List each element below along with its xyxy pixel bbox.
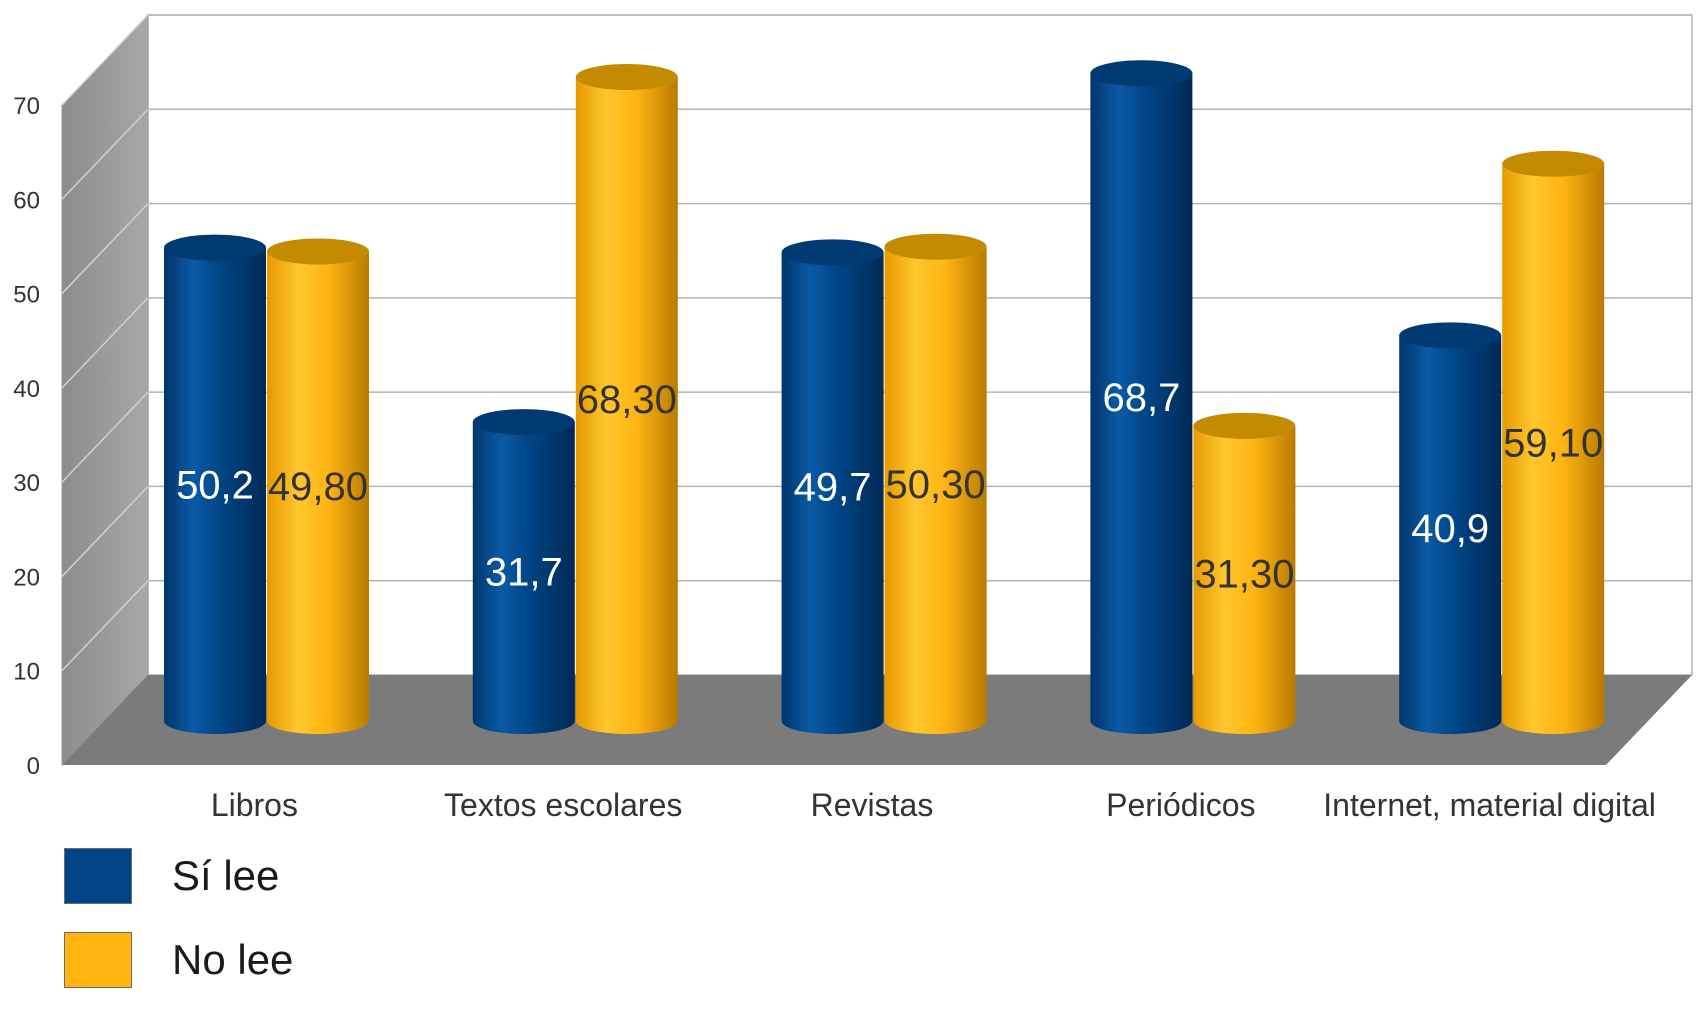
x-tick-label: Textos escolares xyxy=(444,787,682,823)
y-tick-label: 60 xyxy=(13,187,40,214)
bar-body xyxy=(1399,335,1502,734)
data-label: 50,2 xyxy=(176,463,254,507)
bar-body xyxy=(1193,425,1296,734)
data-label: 49,80 xyxy=(268,465,368,509)
data-label: 50,30 xyxy=(886,463,986,507)
bar-si-lee xyxy=(472,409,575,734)
bar-no-lee xyxy=(1502,150,1605,734)
bar-si-lee xyxy=(781,239,884,734)
data-label: 49,7 xyxy=(794,466,872,510)
bar-body xyxy=(884,246,987,734)
bar-no-lee xyxy=(884,233,987,734)
gridline-side xyxy=(61,203,149,295)
bar-top xyxy=(781,239,884,266)
bar-chart: 0 10 20 30 40 50 60 70 Libros Textos escolares Re… xyxy=(13,13,1693,823)
bar-top xyxy=(884,233,987,260)
bar-body xyxy=(1090,73,1193,734)
x-tick-label: Libros xyxy=(211,787,298,823)
bar-body xyxy=(267,251,369,734)
y-tick-label: 50 xyxy=(13,282,40,309)
data-label: 31,7 xyxy=(485,551,563,595)
y-tick-label: 70 xyxy=(13,93,40,120)
bar-top xyxy=(1090,60,1193,87)
bar-top xyxy=(1502,150,1605,177)
gridline-side xyxy=(61,297,149,389)
bar-top xyxy=(472,409,575,436)
y-axis-ticks: 0 10 20 30 40 50 60 70 xyxy=(13,93,40,780)
x-tick-label: Internet, material digital xyxy=(1323,787,1656,823)
bar-no-lee xyxy=(1193,412,1296,734)
bar-body xyxy=(1502,163,1605,734)
bar-body xyxy=(575,77,678,735)
bar-top xyxy=(164,234,266,261)
data-label: 40,9 xyxy=(1411,507,1489,551)
bar-body xyxy=(164,247,266,734)
data-label: 31,30 xyxy=(1194,552,1294,596)
gridline-side xyxy=(61,485,149,577)
y-tick-label: 0 xyxy=(27,753,40,780)
x-tick-label: Revistas xyxy=(811,787,934,823)
gridline-side xyxy=(61,391,149,483)
bar-top xyxy=(575,64,678,91)
bar-body xyxy=(472,422,575,734)
gridline-side xyxy=(61,108,149,200)
bar-top xyxy=(1399,322,1502,349)
bar-top xyxy=(267,238,369,265)
bar-si-lee xyxy=(1399,322,1502,734)
legend-label: No lee xyxy=(172,936,294,983)
gridline-side xyxy=(61,14,149,106)
y-tick-label: 30 xyxy=(13,470,40,497)
side-wall xyxy=(61,13,149,767)
x-tick-label: Periódicos xyxy=(1106,787,1255,823)
legend-swatch-si-lee xyxy=(64,848,132,904)
legend-label: Sí lee xyxy=(172,852,280,899)
bar-si-lee xyxy=(164,234,266,734)
legend-swatch-no-lee xyxy=(64,932,132,988)
y-tick-label: 40 xyxy=(13,376,40,403)
bar-body xyxy=(781,252,884,734)
data-label: 68,30 xyxy=(577,378,677,422)
y-tick-label: 20 xyxy=(13,564,40,591)
data-label: 59,10 xyxy=(1503,421,1603,465)
bar-no-lee xyxy=(575,64,678,735)
bar-no-lee xyxy=(267,238,369,734)
y-tick-label: 10 xyxy=(13,659,40,686)
bar-series xyxy=(164,60,1605,735)
data-label: 68,7 xyxy=(1102,376,1180,420)
bar-si-lee xyxy=(1090,60,1193,734)
data-labels: 50,2 49,80 31,7 68,30 49,7 50,30 68,7 31,30 40,9… xyxy=(176,376,1603,596)
x-axis-labels: Libros Textos escolares Revistas Periódicos… xyxy=(211,787,1656,823)
bar-top xyxy=(1193,412,1296,439)
gridline-side xyxy=(61,580,149,672)
